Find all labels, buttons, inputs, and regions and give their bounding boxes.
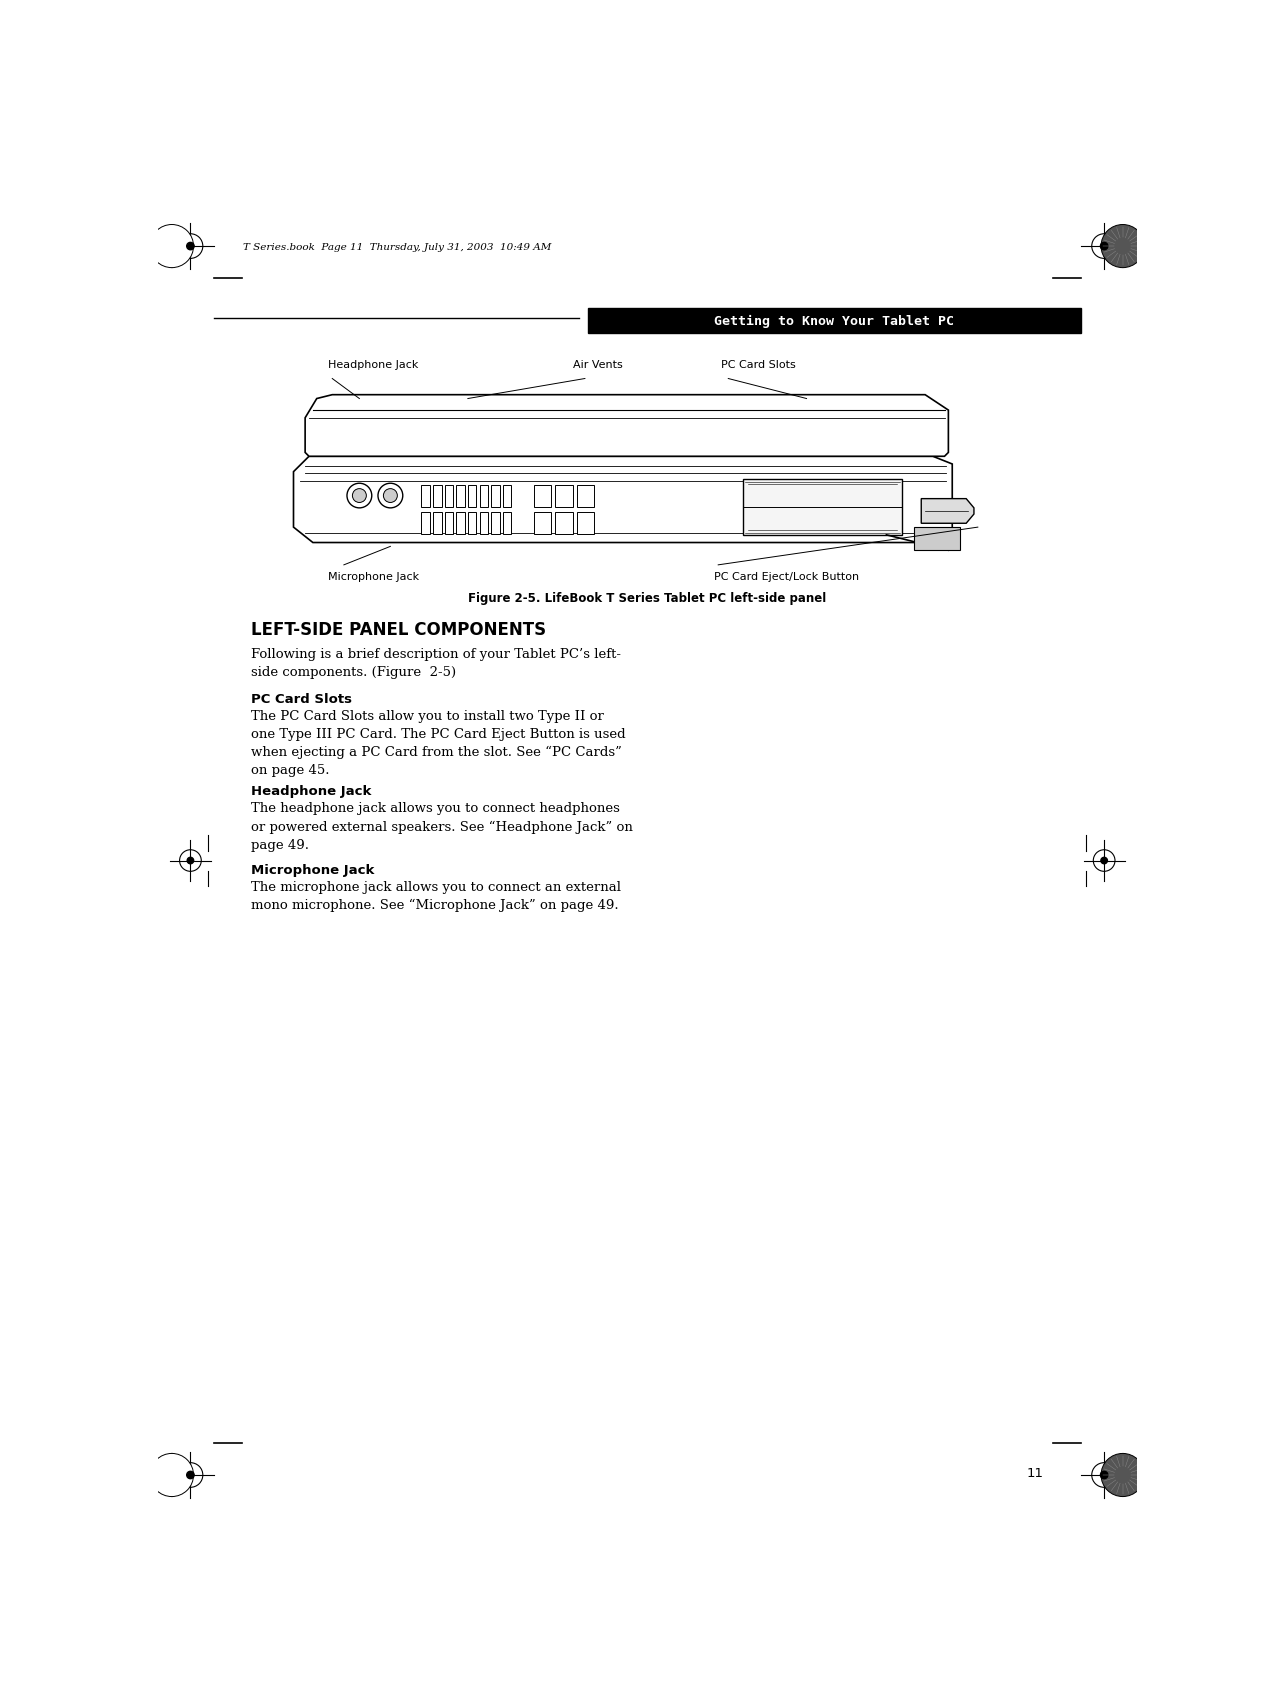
Bar	[534, 513, 551, 535]
Text: The microphone jack allows you to connect an external
mono microphone. See “Micr: The microphone jack allows you to connec…	[251, 880, 621, 912]
Bar	[491, 513, 500, 535]
Circle shape	[384, 489, 398, 503]
Polygon shape	[293, 457, 952, 544]
Text: Headphone Jack: Headphone Jack	[328, 360, 419, 370]
Bar	[577, 486, 594, 508]
Bar	[422, 513, 429, 535]
Text: LEFT-SIDE PANEL COMPONENTS: LEFT-SIDE PANEL COMPONENTS	[251, 621, 546, 638]
Circle shape	[378, 484, 403, 508]
Text: PC Card Slots: PC Card Slots	[720, 360, 796, 370]
Bar	[467, 513, 476, 535]
Polygon shape	[921, 500, 974, 523]
Text: The headphone jack allows you to connect headphones
or powered external speakers: The headphone jack allows you to connect…	[251, 801, 633, 851]
Bar	[445, 513, 453, 535]
Bar	[433, 486, 442, 508]
Polygon shape	[306, 396, 949, 457]
Text: PC Card Slots: PC Card Slots	[251, 692, 352, 706]
Text: Getting to Know Your Tablet PC: Getting to Know Your Tablet PC	[715, 315, 955, 327]
Bar	[445, 486, 453, 508]
Text: Headphone Jack: Headphone Jack	[251, 784, 371, 798]
Text: Microphone Jack: Microphone Jack	[328, 571, 419, 581]
Circle shape	[1101, 858, 1108, 864]
Circle shape	[1100, 1471, 1108, 1478]
Circle shape	[1101, 1454, 1144, 1497]
Bar	[480, 513, 488, 535]
Circle shape	[150, 225, 193, 268]
Text: 11: 11	[1027, 1466, 1043, 1480]
Text: The PC Card Slots allow you to install two Type II or
one Type III PC Card. The : The PC Card Slots allow you to install t…	[251, 709, 625, 777]
Text: Following is a brief description of your Tablet PC’s left-
side components. (Fig: Following is a brief description of your…	[251, 648, 621, 679]
Text: PC Card Eject/Lock Button: PC Card Eject/Lock Button	[715, 571, 859, 581]
Bar	[503, 513, 512, 535]
Bar	[503, 486, 512, 508]
Bar	[456, 513, 465, 535]
Bar	[743, 481, 902, 535]
Bar	[422, 486, 429, 508]
Circle shape	[187, 244, 195, 251]
Bar	[577, 513, 594, 535]
Bar	[913, 529, 960, 551]
Circle shape	[187, 858, 193, 864]
Bar	[467, 486, 476, 508]
Bar	[491, 486, 500, 508]
Bar	[456, 486, 465, 508]
Circle shape	[187, 1471, 195, 1478]
Circle shape	[1101, 225, 1144, 268]
Circle shape	[150, 1454, 193, 1497]
Circle shape	[1100, 244, 1108, 251]
Circle shape	[352, 489, 366, 503]
Text: T Series.book  Page 11  Thursday, July 31, 2003  10:49 AM: T Series.book Page 11 Thursday, July 31,…	[242, 244, 552, 252]
Bar	[589, 309, 1081, 334]
Bar	[480, 486, 488, 508]
Text: Air Vents: Air Vents	[573, 360, 623, 370]
Bar	[433, 513, 442, 535]
Text: Figure 2-5. LifeBook T Series Tablet PC left-side panel: Figure 2-5. LifeBook T Series Tablet PC …	[469, 592, 826, 605]
Text: Microphone Jack: Microphone Jack	[251, 863, 374, 876]
Bar	[556, 513, 572, 535]
Bar	[556, 486, 572, 508]
Circle shape	[347, 484, 371, 508]
Bar	[534, 486, 551, 508]
